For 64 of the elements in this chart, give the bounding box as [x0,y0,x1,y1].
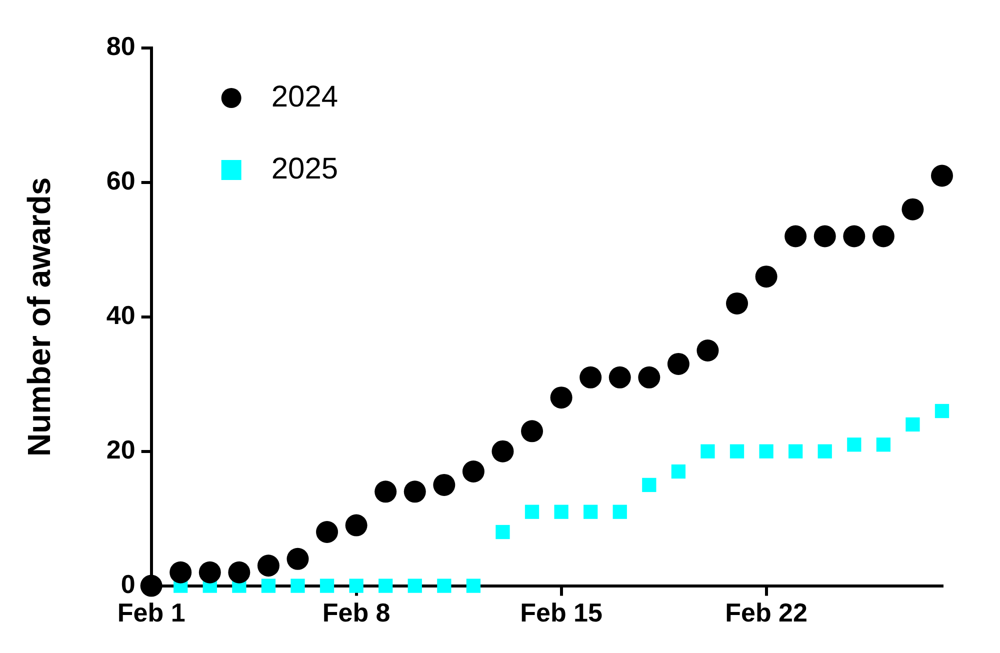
point [496,524,510,540]
x-tick-label: Feb 22 [725,598,808,628]
point [608,366,631,388]
point [759,444,774,458]
point [198,561,221,584]
point [788,444,803,458]
point [642,478,656,492]
point [902,198,924,220]
point [521,420,544,442]
point [374,480,397,503]
point [228,561,250,584]
point [755,266,778,288]
point [170,561,192,584]
legend-label: 2025 [271,152,338,186]
point [316,521,338,544]
point [550,386,572,409]
point [345,514,368,536]
point [378,578,393,593]
point [433,474,456,496]
y-tick-label: 80 [106,31,136,62]
point [140,574,162,597]
point [286,548,309,570]
point [554,504,568,519]
point [404,480,426,503]
point [408,578,422,593]
point [290,578,305,593]
point [524,504,540,519]
point [320,578,334,593]
point [847,438,862,452]
point [671,464,686,479]
point [584,504,598,519]
point [257,554,280,577]
y-tick-label: 0 [120,568,136,599]
point [700,444,715,458]
point [934,404,950,418]
point [612,504,627,519]
y-axis-title: Number of awards [21,177,58,456]
point [580,366,602,388]
point [818,444,832,458]
point [349,578,364,593]
point [696,340,719,362]
point [784,225,807,248]
point [667,352,690,375]
x-tick-label: Feb 8 [322,598,390,628]
x-tick-label: Feb 15 [520,598,602,628]
point [906,417,920,432]
point [876,438,890,452]
point [872,225,894,248]
point [261,578,276,593]
point [638,366,660,388]
legend-label: 2024 [271,80,338,114]
point [437,578,452,593]
point [726,292,748,314]
y-tick-label: 40 [106,300,136,330]
y-tick-label: 60 [106,166,136,196]
point [931,164,953,187]
x-tick-label: Feb 1 [117,598,186,628]
point [466,578,481,593]
point [492,440,514,462]
point [814,225,836,248]
y-tick-label: 20 [106,434,136,465]
point [843,225,866,248]
point [730,444,744,458]
point [462,460,484,483]
